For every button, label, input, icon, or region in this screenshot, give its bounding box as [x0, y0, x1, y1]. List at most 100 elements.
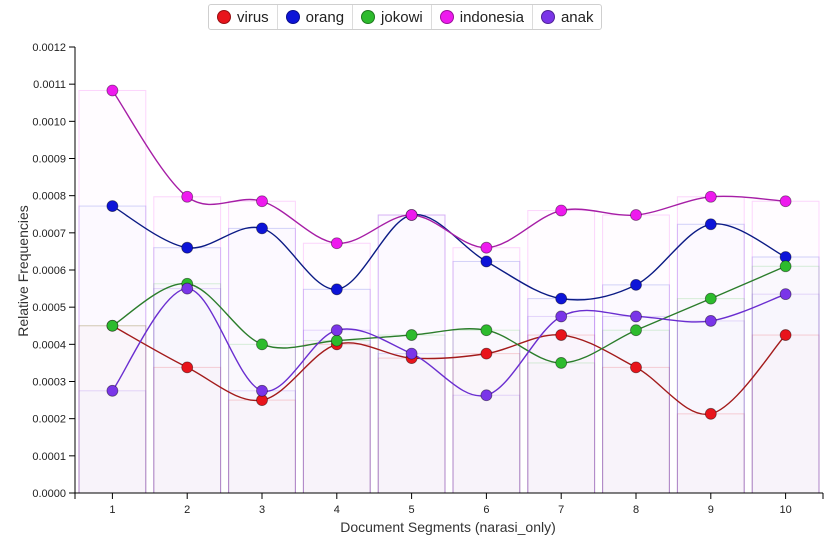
data-point-3[interactable]: [106, 84, 119, 97]
legend-item-3[interactable]: indonesia: [432, 5, 533, 29]
data-point-2[interactable]: [330, 334, 343, 347]
data-point-0[interactable]: [480, 347, 493, 360]
legend-label: virus: [237, 8, 269, 26]
legend-item-0[interactable]: virus: [209, 5, 278, 29]
data-point-2[interactable]: [779, 260, 792, 273]
series-points: [106, 84, 792, 420]
y-tick-label: 0.0004: [32, 339, 66, 351]
segment-bar: [676, 320, 745, 494]
series-line-1: [112, 205, 786, 301]
x-tick-label: 7: [558, 504, 564, 516]
data-point-0[interactable]: [555, 329, 568, 341]
segment-bar: [228, 390, 296, 494]
data-point-4[interactable]: [330, 324, 343, 337]
data-point-4[interactable]: [704, 315, 717, 327]
y-tick-label: 0.0008: [32, 191, 66, 203]
axes: 0.0000 0.0001 0.0002 0.0003 0.0004 0.0005 0.00…: [32, 42, 824, 516]
data-point-4[interactable]: [480, 389, 493, 402]
chart-legend: virus orang jokowi indonesia anak: [208, 4, 603, 30]
data-point-2[interactable]: [555, 357, 568, 369]
segment-bar: [78, 390, 147, 494]
data-point-1[interactable]: [704, 218, 717, 231]
y-tick-label: 0.0012: [32, 42, 66, 54]
legend-marker-icon: [540, 10, 555, 24]
data-point-3[interactable]: [330, 237, 343, 250]
data-point-4[interactable]: [779, 288, 792, 301]
x-tick-label: 2: [184, 504, 190, 516]
data-point-4[interactable]: [555, 310, 568, 323]
data-point-1[interactable]: [555, 292, 568, 305]
segment-bar: [377, 353, 446, 494]
y-tick-label: 0.0005: [32, 302, 66, 314]
legend-marker-icon: [217, 10, 231, 24]
legend-item-1[interactable]: orang: [278, 5, 354, 29]
data-point-0[interactable]: [779, 329, 792, 341]
data-point-1[interactable]: [630, 278, 642, 291]
data-point-3[interactable]: [630, 209, 642, 221]
data-point-1[interactable]: [330, 283, 343, 296]
data-point-1[interactable]: [256, 222, 268, 235]
legend-item-2[interactable]: jokowi: [353, 5, 432, 29]
legend-label: anak: [560, 8, 594, 26]
data-point-0[interactable]: [704, 407, 717, 420]
y-tick-label: 0.0000: [32, 488, 66, 500]
data-point-2[interactable]: [405, 329, 418, 341]
data-point-2[interactable]: [704, 292, 717, 305]
data-point-2[interactable]: [630, 324, 642, 337]
data-point-3[interactable]: [256, 195, 268, 208]
y-tick-label: 0.0001: [32, 451, 66, 463]
legend-label: orang: [305, 8, 345, 26]
y-tick-label: 0.0009: [32, 154, 66, 166]
data-point-3[interactable]: [405, 209, 418, 221]
data-point-3[interactable]: [704, 190, 717, 203]
segment-bar: [751, 293, 820, 494]
x-tick-label: 4: [334, 504, 340, 516]
data-point-3[interactable]: [555, 204, 568, 217]
series-lines: [111, 90, 787, 415]
legend-marker-icon: [361, 10, 376, 24]
data-point-0[interactable]: [181, 361, 194, 374]
segment-bar: [153, 288, 222, 494]
legend-marker-icon: [285, 10, 300, 24]
y-axis-title: Relative Frequencies: [15, 205, 31, 337]
y-tick-label: 0.0006: [32, 265, 66, 277]
y-tick-label: 0.0007: [32, 228, 66, 240]
data-point-3[interactable]: [779, 195, 792, 208]
x-tick-label: 3: [259, 504, 265, 516]
x-tick-label: 6: [483, 504, 489, 516]
data-point-2[interactable]: [480, 324, 493, 337]
legend-label: indonesia: [459, 8, 524, 26]
x-axis-title: Document Segments (narasi_only): [340, 519, 556, 535]
data-point-4[interactable]: [630, 310, 642, 323]
data-point-1[interactable]: [480, 255, 493, 268]
x-tick-label: 8: [633, 504, 639, 516]
data-point-0[interactable]: [630, 361, 642, 374]
legend-label: jokowi: [381, 8, 423, 26]
x-tick-label: 1: [109, 504, 115, 516]
data-point-4[interactable]: [181, 282, 194, 295]
data-point-3[interactable]: [480, 241, 493, 254]
series-line-0: [112, 325, 787, 415]
series-line-4: [111, 287, 786, 397]
x-tick-label: 9: [708, 504, 714, 516]
legend-marker-icon: [439, 10, 454, 24]
segment-bar: [527, 315, 596, 494]
series-line-3: [111, 90, 786, 249]
y-tick-label: 0.0002: [32, 414, 66, 426]
y-tick-label: 0.0011: [33, 79, 66, 91]
x-tick-label: 5: [409, 504, 415, 516]
data-point-4[interactable]: [256, 384, 268, 397]
segment-bar: [302, 329, 371, 494]
data-point-1[interactable]: [181, 241, 194, 254]
y-tick-label: 0.0003: [32, 377, 66, 389]
y-tick-label: 0.0010: [32, 116, 66, 128]
legend-item-4[interactable]: anak: [533, 5, 602, 29]
data-point-2[interactable]: [256, 338, 268, 351]
data-point-1[interactable]: [106, 200, 119, 212]
series-line-2: [112, 265, 786, 364]
data-point-2[interactable]: [106, 319, 119, 332]
data-point-4[interactable]: [106, 384, 119, 397]
data-point-4[interactable]: [405, 347, 418, 360]
data-point-3[interactable]: [181, 190, 194, 203]
